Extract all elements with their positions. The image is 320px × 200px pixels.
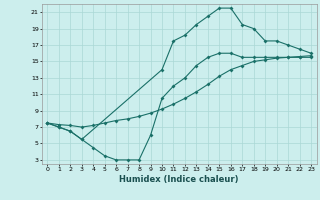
X-axis label: Humidex (Indice chaleur): Humidex (Indice chaleur)	[119, 175, 239, 184]
